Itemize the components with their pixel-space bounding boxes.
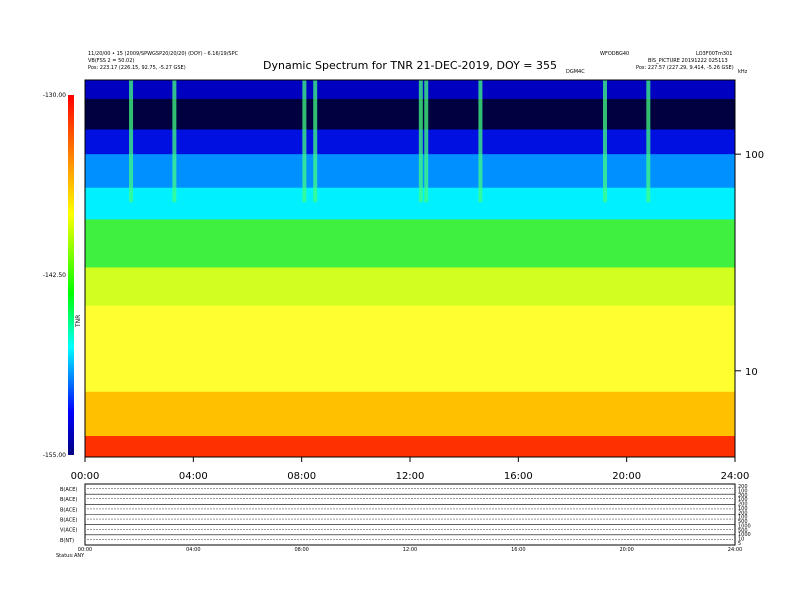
colorbar-tick-label: -130.00 — [43, 92, 66, 99]
spectrum-band — [85, 154, 735, 189]
spectrum-band — [85, 391, 735, 437]
colorbar-side-label: TNR — [75, 315, 82, 328]
header-right-top1: WFODBG40 — [600, 51, 629, 57]
lower-right-tick: 100 — [738, 506, 748, 512]
header-right-line3: Pos: 227.57 (227.29, 9.414, -5.26 GSE) — [636, 65, 734, 71]
spectrum-band — [85, 98, 735, 130]
lower-row-label: B(ACE) — [60, 507, 77, 513]
spectrum-band — [85, 267, 735, 307]
lower-right-tick: 200 — [738, 502, 748, 508]
lower-row-label: V(ACE) — [60, 528, 77, 534]
lower-x-tick-label: 00:00 — [78, 547, 92, 553]
lower-row-label: B(ACE) — [60, 487, 77, 493]
lower-right-tick: 100 — [738, 488, 748, 494]
spectrum-band — [85, 436, 735, 458]
spectrum-band — [85, 219, 735, 268]
header-left-line2: VB(FSS 2 = 50.02) — [88, 58, 134, 64]
colorbar-tick-label: -155.00 — [43, 452, 66, 459]
chart-title: Dynamic Spectrum for TNR 21-DEC-2019, DO… — [263, 59, 557, 72]
radio-burst — [172, 80, 177, 203]
lower-right-tick: 5 — [738, 541, 741, 547]
lower-right-tick: 1000 — [738, 532, 751, 538]
lower-right-tick: 200 — [738, 510, 748, 516]
status-label: Status: — [56, 553, 74, 559]
solar-wind-panels: B(ACE)B(ACE)B(ACE)B(ACE)V(ACE)B(NT)20010… — [60, 483, 751, 553]
spectrum-band — [85, 187, 735, 220]
lower-right-tick: 200 — [738, 484, 748, 490]
x-tick-label: 16:00 — [504, 471, 533, 482]
lower-x-tick-label: 20:00 — [619, 547, 633, 553]
header-right-line2: BIS_PICTURE 20191222 025113 — [648, 58, 728, 64]
x-tick-label: 20:00 — [612, 471, 641, 482]
lower-right-tick: 100 — [738, 497, 748, 503]
lower-x-tick-label: 08:00 — [294, 547, 308, 553]
header-center-small: DGM4C — [566, 69, 585, 75]
header-left-line1: 11/20/00 • 15 (2009/SPWGSP20/20/20) (DOY… — [88, 51, 239, 57]
lower-right-tick: 500 — [738, 528, 748, 534]
radio-burst — [302, 80, 307, 203]
header-right-top2: LO3F00Tm301 — [696, 51, 732, 57]
lower-row-label: B(ACE) — [60, 497, 77, 503]
x-tick-label: 08:00 — [287, 471, 316, 482]
radio-burst — [424, 80, 429, 203]
radio-burst — [418, 80, 423, 203]
lower-right-tick: 10 — [738, 537, 744, 543]
lower-x-tick-label: 04:00 — [186, 547, 200, 553]
x-tick-label: 12:00 — [396, 471, 425, 482]
spectrum-band — [85, 305, 735, 393]
radio-burst — [478, 80, 483, 203]
y-tick-label: 100 — [745, 150, 764, 161]
status-value: ANY — [74, 553, 85, 559]
radio-burst — [603, 80, 607, 203]
x-tick-label: 04:00 — [179, 471, 208, 482]
lower-x-tick-label: 12:00 — [403, 547, 417, 553]
y-tick-label: 10 — [745, 367, 758, 378]
lower-x-tick-label: 16:00 — [511, 547, 525, 553]
colorbar-tick-label: -142.50 — [43, 272, 66, 279]
lower-x-tick-label: 24:00 — [728, 547, 742, 553]
radio-burst — [129, 80, 134, 203]
x-tick-label: 00:00 — [71, 471, 100, 482]
radio-burst — [646, 80, 651, 203]
header-left-line3: Pos: 223.17 (226.15, 92.75, -5.27 GSE) — [88, 65, 186, 71]
lower-right-tick: 500 — [738, 519, 748, 525]
spectrum-band — [85, 80, 735, 100]
spectrogram-plot — [85, 80, 735, 458]
lower-row-label: B(NT) — [60, 538, 74, 544]
lower-right-tick: 1000 — [738, 523, 751, 529]
colorbar-labels: -130.00 -142.50 -155.00 — [43, 92, 66, 459]
radio-burst — [313, 80, 318, 203]
y-axis: 100 10 — [735, 150, 764, 378]
lower-row-label: B(ACE) — [60, 518, 77, 524]
header-corner-small: kHz — [738, 69, 748, 75]
lower-right-tick: 100 — [738, 515, 748, 521]
spectrum-band — [85, 129, 735, 155]
colorbar — [68, 95, 74, 455]
x-tick-label: 24:00 — [721, 471, 750, 482]
x-axis: 00:00 04:00 08:00 12:00 16:00 20:00 24:00 — [71, 457, 750, 482]
lower-right-tick: 200 — [738, 493, 748, 499]
